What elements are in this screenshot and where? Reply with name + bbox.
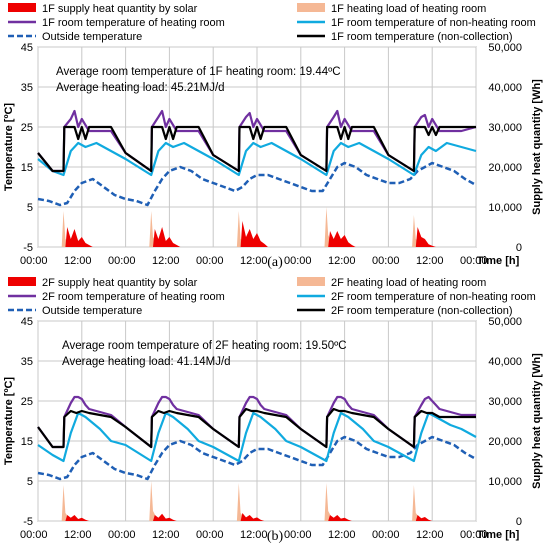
- x-tick-a-9: 12:00: [416, 255, 444, 267]
- x-tick-a-0: 00:00: [20, 255, 48, 267]
- panel-label-a: (a): [267, 255, 283, 270]
- x-tick-b-4: 00:00: [196, 529, 224, 541]
- legend-label-noncollection: 1F room temperature (non-collection): [331, 31, 513, 43]
- x-tick-a-2: 00:00: [108, 255, 136, 267]
- x-tick-a-3: 12:00: [152, 255, 180, 267]
- series-line-outside-b: [37, 435, 477, 481]
- annotation-avg-temp-a: Average room temperature of 1F heating r…: [56, 66, 341, 78]
- legend-label-solar: 1F supply heat quantity by solar: [42, 3, 198, 15]
- x-tick-b-3: 12:00: [152, 529, 180, 541]
- legend-label-temp-heating: 2F room temperature of heating room: [42, 291, 225, 303]
- panel-label-b: (b): [266, 529, 284, 544]
- y2-tick-b-3: 30,000: [488, 396, 522, 408]
- series-layer-a: [37, 109, 477, 247]
- y-tick-b-4: 35: [21, 356, 33, 368]
- x-axis-title-a: Time [h]: [477, 255, 520, 267]
- legend-label-heating-load: 2F heating load of heating room: [331, 277, 486, 289]
- annotation-avg-load-a: Average heating load: 45.21MJ/d: [56, 82, 225, 94]
- series-line-noncollection-b: [37, 407, 476, 449]
- y-tick-a-3: 25: [21, 122, 33, 134]
- annotation-avg-temp-b: Average room temperature of 2F heating r…: [62, 340, 347, 352]
- legend-swatch-solar: [8, 277, 36, 286]
- y-axis-title-b: Temperature [ºC]: [3, 377, 15, 465]
- y2-tick-b-0: 0: [516, 516, 522, 528]
- legend-label-solar: 2F supply heat quantity by solar: [42, 277, 198, 289]
- y2-tick-a-3: 30,000: [488, 122, 522, 134]
- series-area-solar-a: [38, 221, 476, 247]
- chart-svg-b: 2F supply heat quantity by solar 2F heat…: [3, 277, 543, 541]
- legend-label-temp-heating: 1F room temperature of heating room: [42, 17, 225, 29]
- x-axis-title-b: Time [h]: [477, 529, 520, 541]
- legend-label-outside: Outside temperature: [42, 31, 142, 43]
- y-tick-b-5: 45: [21, 316, 33, 328]
- chart-svg-a: 1F supply heat quantity by solar 1F heat…: [3, 3, 543, 267]
- y-tick-a-5: 45: [21, 42, 33, 54]
- x-tick-b-8: 00:00: [372, 529, 400, 541]
- y2-tick-a-2: 20,000: [488, 162, 522, 174]
- x-tick-a-4: 00:00: [196, 255, 224, 267]
- y2-axis-title-b: Supply heat quantity [Wh]: [531, 353, 543, 489]
- legend-label-outside: Outside temperature: [42, 305, 142, 317]
- y2-tick-b-4: 40,000: [488, 356, 522, 368]
- y-tick-b-0: -5: [23, 516, 33, 528]
- y-tick-a-2: 15: [21, 162, 33, 174]
- x-tick-b-1: 12:00: [64, 529, 92, 541]
- series-line-temp-nonheating-b: [37, 411, 477, 463]
- y-axis-title-a: Temperature [ºC]: [3, 103, 15, 191]
- y2-tick-b-1: 10,000: [488, 476, 522, 488]
- y-tick-b-1: 5: [27, 476, 33, 488]
- x-tick-a-10: 00:00: [460, 255, 488, 267]
- chart-panel-a: 1F supply heat quantity by solar 1F heat…: [3, 3, 543, 270]
- x-tick-b-9: 12:00: [416, 529, 444, 541]
- series-line-outside-a: [37, 161, 477, 207]
- x-tick-b-2: 00:00: [108, 529, 136, 541]
- series-layer-b: [37, 395, 477, 521]
- legend-label-noncollection: 2F room temperature (non-collection): [331, 305, 513, 317]
- y2-tick-a-4: 40,000: [488, 82, 522, 94]
- x-tick-b-7: 12:00: [328, 529, 356, 541]
- legend-swatch-heating-load: [297, 277, 325, 286]
- x-tick-a-7: 12:00: [328, 255, 356, 267]
- y-tick-a-1: 5: [27, 202, 33, 214]
- annotation-avg-load-b: Average heating load: 41.14MJ/d: [62, 356, 231, 368]
- legend-label-temp-nonheating: 2F room temperature of non-heating room: [331, 291, 536, 303]
- legend-label-temp-nonheating: 1F room temperature of non-heating room: [331, 17, 536, 29]
- y-tick-b-3: 25: [21, 396, 33, 408]
- x-tick-a-1: 12:00: [64, 255, 92, 267]
- y-tick-b-2: 15: [21, 436, 33, 448]
- x-tick-b-10: 00:00: [460, 529, 488, 541]
- legend-label-heating-load: 1F heating load of heating room: [331, 3, 486, 15]
- x-tick-a-6: 00:00: [284, 255, 312, 267]
- x-tick-b-0: 00:00: [20, 529, 48, 541]
- legend-swatch-solar: [8, 3, 36, 12]
- y2-tick-a-1: 10,000: [488, 202, 522, 214]
- chart-panel-b: 2F supply heat quantity by solar 2F heat…: [0, 274, 550, 548]
- x-tick-b-5: 12:00: [240, 529, 268, 541]
- legend-swatch-heating-load: [297, 3, 325, 12]
- x-tick-b-6: 00:00: [284, 529, 312, 541]
- y2-tick-a-5: 50,000: [488, 42, 522, 54]
- y-tick-a-0: -5: [23, 242, 33, 254]
- series-line-temp-nonheating-a: [37, 141, 477, 177]
- y-tick-a-4: 35: [21, 82, 33, 94]
- y2-axis-title-a: Supply heat quantity [Wh]: [531, 79, 543, 215]
- y2-tick-b-5: 50,000: [488, 316, 522, 328]
- x-tick-a-8: 00:00: [372, 255, 400, 267]
- series-line-noncollection-a: [37, 125, 476, 173]
- y2-tick-a-0: 0: [516, 242, 522, 254]
- x-tick-a-5: 12:00: [240, 255, 268, 267]
- y2-tick-b-2: 20,000: [488, 436, 522, 448]
- series-area-solar-b: [38, 513, 476, 521]
